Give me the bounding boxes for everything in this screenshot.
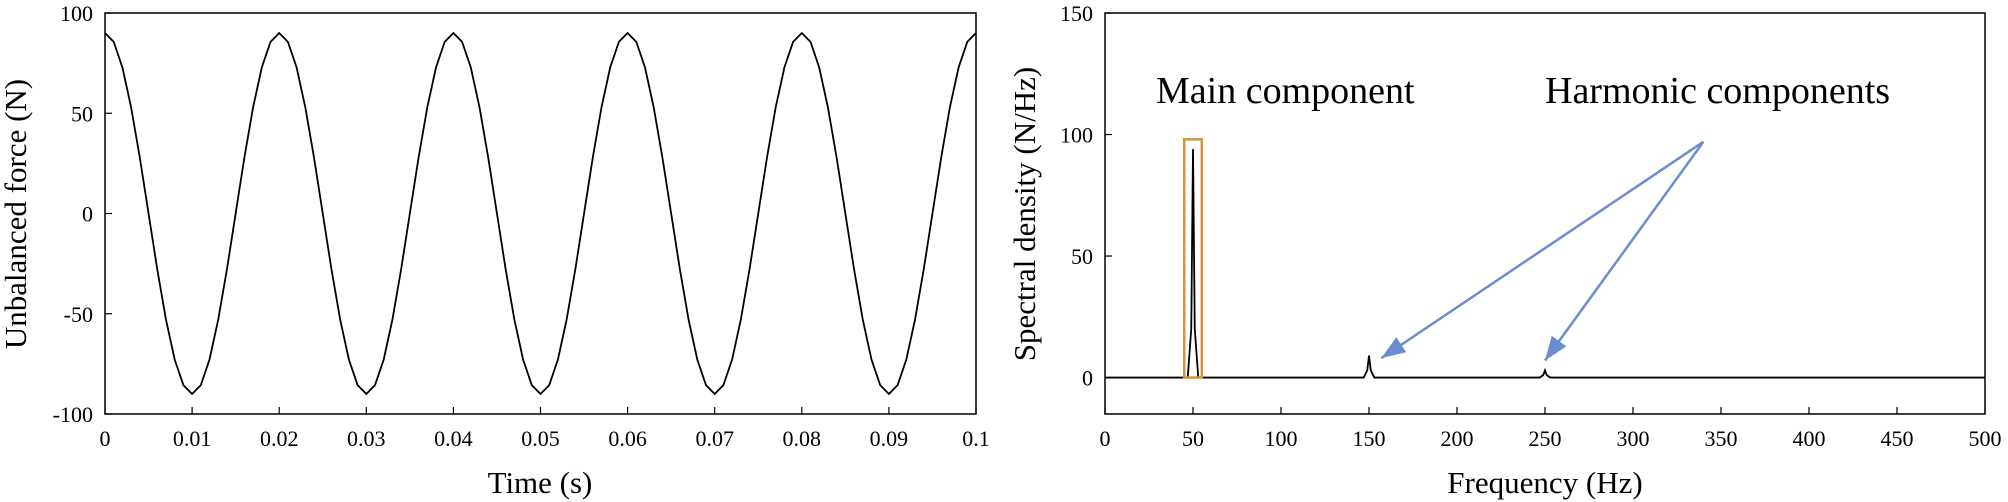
y-tick-label: 50 [1071, 244, 1093, 269]
x-tick-label: 0.06 [608, 426, 647, 451]
x-tick-label: 0 [100, 426, 111, 451]
force-series-line [104, 31, 977, 396]
x-axis-label: Frequency (Hz) [1447, 465, 1642, 500]
y-ticks: -100 -50 0 50 100 [53, 1, 112, 427]
x-tick-label: 150 [1353, 426, 1386, 451]
y-axis-label: Spectral density (N/Hz) [1007, 67, 1042, 361]
y-ticks: 0 50 100 150 [1060, 1, 1112, 391]
x-tick-label: 450 [1881, 426, 1914, 451]
x-tick-label: 200 [1441, 426, 1474, 451]
x-tick-label: 500 [1969, 426, 2002, 451]
spectrum-series-line [1105, 149, 1985, 379]
harmonic-components-label: Harmonic components [1545, 70, 1890, 112]
y-axis-label: Unbalanced force (N) [0, 79, 33, 349]
chart-unbalanced-force: 0 0.01 0.02 0.03 0.04 0.05 0.06 0.07 0.08 0.09 0.1… [0, 1, 990, 500]
y-tick-label: 0 [1082, 366, 1093, 391]
arrow-line [1380, 140, 1705, 360]
y-tick-label: 0 [82, 202, 93, 227]
x-tick-label: 0.01 [173, 426, 212, 451]
x-tick-label: 0.03 [347, 426, 386, 451]
x-tick-label: 0.08 [783, 426, 822, 451]
chart-spectral-density: 0 50 100 150 200 250 300 350 400 450 500 0 50 100 150… [1007, 1, 2002, 500]
x-tick-label: 0.05 [521, 426, 560, 451]
y-tick-label: -100 [53, 402, 93, 427]
y-tick-label: 50 [71, 101, 93, 126]
y-tick-label: 100 [1060, 123, 1093, 148]
x-tick-label: 0.1 [962, 426, 990, 451]
arrow-head [1545, 335, 1567, 361]
x-ticks: 0 0.01 0.02 0.03 0.04 0.05 0.06 0.07 0.08 0.09 0.1 [100, 407, 990, 451]
x-axis-label: Time (s) [488, 465, 593, 500]
x-tick-label: 0 [1100, 426, 1111, 451]
x-tick-label: 350 [1705, 426, 1738, 451]
x-tick-label: 300 [1617, 426, 1650, 451]
x-tick-label: 0.07 [695, 426, 734, 451]
harmonic-arrows [1380, 140, 1705, 362]
y-tick-label: 150 [1060, 1, 1093, 26]
x-ticks: 0 50 100 150 200 250 300 350 400 450 500 [1100, 407, 2002, 451]
y-tick-label: -50 [64, 302, 93, 327]
x-tick-label: 0.04 [434, 426, 473, 451]
main-component-box [1182, 138, 1204, 379]
x-tick-label: 0.09 [870, 426, 909, 451]
x-tick-label: 50 [1182, 426, 1204, 451]
arrow-line [1543, 141, 1705, 362]
y-tick-label: 100 [60, 1, 93, 26]
x-tick-label: 400 [1793, 426, 1826, 451]
arrow-head [1381, 337, 1407, 359]
x-tick-label: 100 [1265, 426, 1298, 451]
x-tick-label: 250 [1529, 426, 1562, 451]
x-tick-label: 0.02 [260, 426, 299, 451]
main-component-label: Main component [1156, 70, 1415, 112]
